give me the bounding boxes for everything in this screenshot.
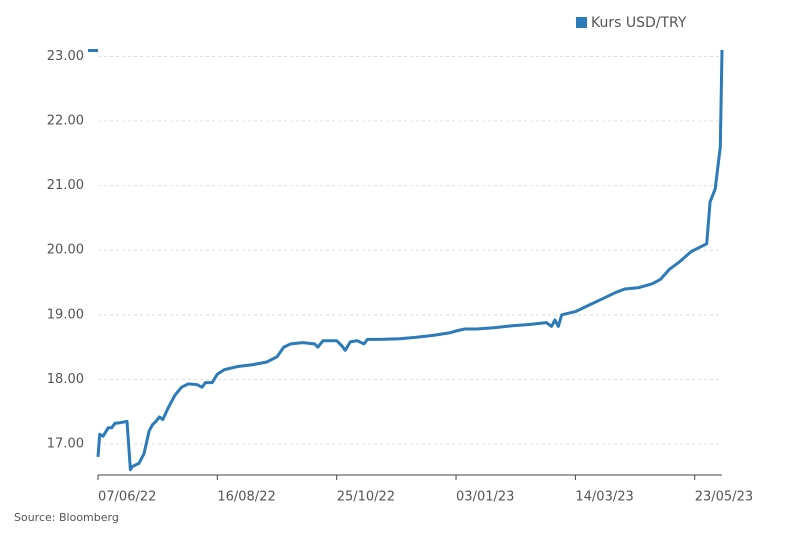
y-tick-label: 22.00 (47, 114, 84, 129)
x-tick-label: 14/03/23 (575, 490, 633, 505)
x-tick-label: 23/05/23 (695, 490, 753, 505)
y-tick-label: 17.00 (47, 436, 84, 451)
y-tick-label: 21.00 (47, 178, 84, 193)
legend-swatch (576, 17, 587, 28)
x-tick-label: 03/01/23 (456, 490, 514, 505)
y-tick-label: 20.00 (47, 243, 84, 258)
y-tick-label: 23.00 (47, 49, 84, 64)
source: Source: Bloomberg (14, 511, 119, 524)
y-tick-label: 19.00 (47, 307, 84, 322)
series-line (96, 49, 724, 472)
x-tick-label: 07/06/22 (98, 490, 156, 505)
top-marker (88, 49, 98, 52)
x-tick-label: 16/08/22 (217, 490, 275, 505)
legend-label: Kurs USD/TRY (591, 15, 687, 31)
x-tick-label: 25/10/22 (337, 490, 395, 505)
y-tick-label: 18.00 (47, 372, 84, 387)
